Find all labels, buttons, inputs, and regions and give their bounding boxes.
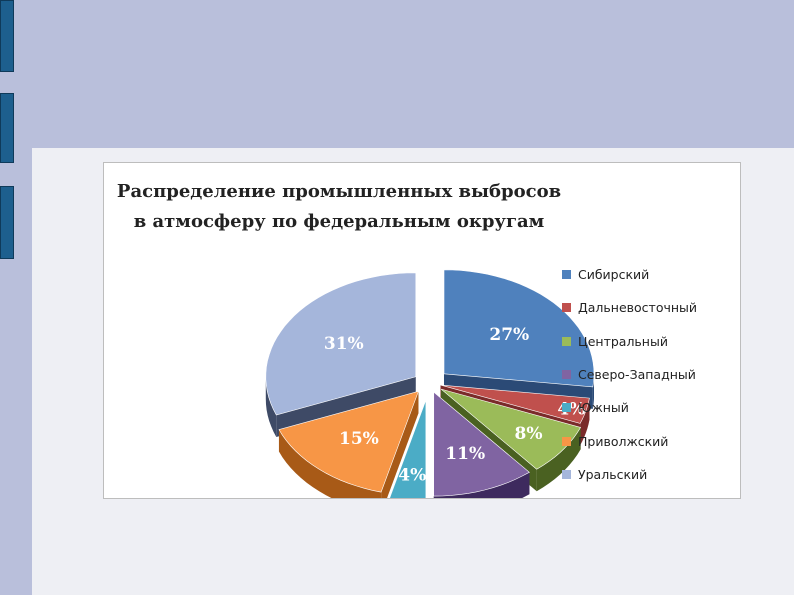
slice-6-data-label: 15% — [339, 429, 379, 449]
slice-7-rim — [265, 376, 277, 437]
legend-label-5: Южный — [578, 400, 629, 416]
slice-5-top — [389, 400, 427, 498]
slice-6-top — [278, 390, 419, 493]
chart-legend: Сибирский Дальневосточный Центральный Север… — [562, 258, 737, 491]
legend-swatch-4 — [562, 370, 571, 380]
legend-label-4: Северо-Западный — [578, 367, 696, 383]
legend-label-7: Уральский — [578, 466, 648, 482]
pie-chart: 27%4%8%11%4%15%31% — [265, 269, 595, 498]
slice-6-wall-1 — [381, 391, 419, 498]
legend-label-1: Сибирский — [578, 267, 650, 283]
legend-item-4: Северо-Западный — [562, 358, 737, 391]
slide-accent-bar-1 — [0, 0, 14, 72]
legend-swatch-6 — [562, 436, 571, 446]
legend-swatch-5 — [562, 403, 571, 413]
legend-item-6: Приволжский — [562, 424, 737, 457]
legend-label-6: Приволжский — [578, 433, 669, 449]
slice-4-rim — [433, 472, 530, 498]
slice-4-data-label: 11% — [445, 444, 485, 464]
slice-7-data-label: 31% — [324, 334, 364, 354]
slice-1-top — [443, 269, 595, 388]
legend-item-2: Дальневосточный — [562, 291, 737, 324]
legend-swatch-1 — [562, 270, 571, 280]
legend-swatch-3 — [562, 336, 571, 346]
legend-item-3: Центральный — [562, 325, 737, 358]
slide-accent-bar-2 — [0, 93, 14, 163]
slice-3-data-label: 8% — [515, 424, 543, 444]
legend-item-5: Южный — [562, 391, 737, 424]
legend-label-2: Дальневосточный — [578, 300, 698, 316]
legend-label-3: Центральный — [578, 333, 668, 349]
slice-3-top — [440, 388, 582, 470]
legend-item-7: Уральский — [562, 458, 737, 491]
slice-2-rim — [580, 398, 590, 446]
chart-title-line-1: Распределение промышленных выбросов — [116, 181, 562, 202]
slide-accent-bar-3 — [0, 186, 14, 259]
slice-4-top — [433, 391, 530, 497]
slice-7-top — [265, 272, 417, 416]
slice-5-data-label: 4% — [398, 466, 426, 486]
legend-item-1: Сибирский — [562, 258, 737, 291]
slice-2-top — [440, 384, 590, 424]
chart-container: Распределение промышленных выбросов в ат… — [103, 162, 741, 499]
slice-6-rim — [279, 429, 382, 498]
chart-title-line-2: в атмосферу по федеральным округам — [133, 211, 545, 232]
slice-1-data-label: 27% — [489, 325, 529, 345]
legend-swatch-7 — [562, 469, 571, 479]
legend-swatch-2 — [562, 303, 571, 313]
chart-title: Распределение промышленных выбросов в ат… — [104, 177, 574, 237]
